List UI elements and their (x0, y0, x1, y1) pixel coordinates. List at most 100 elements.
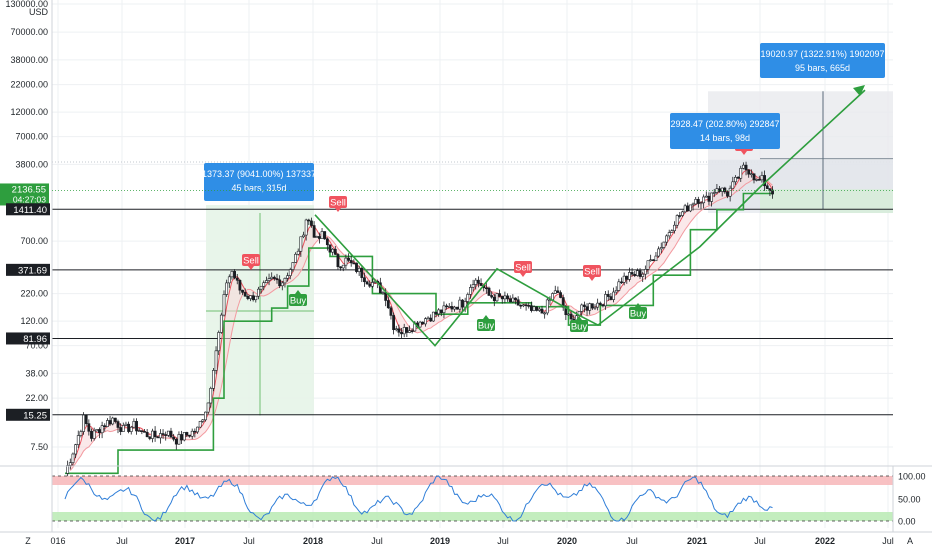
candle-body (188, 434, 191, 437)
price-tag-value: 2136.55 (12, 184, 46, 195)
candle-body (336, 254, 340, 268)
candle-body (352, 262, 356, 265)
candle-body (225, 282, 229, 295)
candle-body (257, 288, 260, 297)
candle-body (217, 332, 221, 352)
rsi-tick-label: 50.00 (898, 495, 921, 505)
buy-signal: Buy (570, 316, 588, 333)
candle-body (582, 304, 586, 307)
candle-body (127, 423, 131, 432)
candle-body (543, 312, 547, 315)
signal-text: Buy (290, 296, 307, 307)
candle-body (349, 260, 353, 264)
signal-text: Buy (571, 322, 588, 333)
signal-badge (570, 320, 588, 332)
sell-signal: Sell (514, 261, 532, 277)
candle-body (479, 283, 483, 286)
candle-body (238, 280, 242, 291)
candle-body (466, 294, 470, 302)
candle-body (673, 224, 676, 232)
y-tick-label: 220.00 (20, 289, 48, 299)
y-tick-label: 130000.00 (5, 0, 48, 9)
candle-body (196, 426, 199, 433)
signal-text: Buy (630, 309, 647, 320)
candle-body (439, 309, 443, 313)
candle-body (90, 431, 93, 439)
candle-body (71, 453, 75, 464)
trend-lines[interactable] (314, 85, 866, 347)
measure-label-bg (204, 163, 314, 201)
candle-body (251, 295, 255, 301)
signal-pointer (635, 303, 641, 307)
candle-body (691, 203, 695, 206)
candle-body (174, 438, 178, 445)
candle-body (461, 299, 464, 308)
y-tick-label: 22.00 (25, 393, 48, 403)
measure-labels: 1373.37 (9041.00%) 137337 45 bars, 315d 29… (202, 43, 885, 201)
candle-body (651, 259, 655, 262)
candle-body (140, 430, 144, 432)
candle-body (506, 295, 509, 300)
horizontal-levels (52, 208, 893, 416)
signal-pointer (248, 266, 254, 270)
candle-body (487, 287, 491, 296)
candle-body (394, 328, 398, 331)
x-tick-label: Jul (882, 536, 894, 546)
candle-body (469, 287, 472, 295)
y-tick-label: 70.00 (25, 341, 48, 351)
candle-body (185, 432, 189, 436)
candle-body (84, 414, 88, 424)
candle-body (598, 302, 602, 305)
candle-body (317, 236, 321, 239)
candle-body (389, 307, 393, 316)
candle-body (458, 299, 462, 310)
candle-body (612, 291, 615, 300)
candle-body (400, 332, 403, 335)
candle-body (421, 321, 425, 325)
candle-body (535, 306, 539, 311)
candle-body (731, 181, 735, 189)
measure-label-line1: 2928.47 (202.80%) 292847 (670, 119, 779, 129)
candle-body (124, 423, 128, 426)
candle-body (649, 259, 653, 262)
candle-body (707, 195, 711, 202)
candle-body (511, 297, 515, 303)
corner-left-label[interactable]: Z (25, 536, 31, 546)
y-tick-label: 7000.00 (15, 132, 48, 142)
candle-body (635, 270, 639, 276)
candle-body (296, 250, 300, 255)
candle-body (585, 306, 589, 311)
price-tag (0, 183, 49, 206)
rsi-panel[interactable] (0, 465, 932, 522)
sell-signal: Sell (583, 265, 601, 281)
candle-body (212, 370, 215, 389)
candle-body (368, 283, 372, 287)
candle-body (299, 236, 303, 252)
candle-body (264, 280, 268, 284)
level-tag (6, 263, 50, 276)
trend-line[interactable] (314, 89, 866, 347)
candle-body (246, 295, 250, 299)
candle-body (204, 411, 207, 421)
candle-body (490, 295, 494, 298)
candle-body (625, 275, 629, 280)
candle-body (153, 430, 157, 438)
candle-body (243, 292, 247, 297)
measure-label-bg (760, 43, 885, 78)
corner-right-label[interactable]: A (907, 536, 913, 546)
x-tick-label: 2022 (815, 536, 835, 546)
signal-badge (329, 196, 347, 208)
candle-body (280, 282, 284, 287)
signal-pointer (335, 208, 341, 212)
candle-body (172, 436, 176, 440)
candle-body (437, 309, 441, 315)
level-tag-value: 1411.40 (13, 205, 47, 216)
candle-body (219, 314, 223, 333)
candle-body (492, 296, 496, 302)
candle-body (100, 425, 104, 434)
candle-body (484, 287, 488, 290)
candle-body (119, 427, 123, 432)
candle-body (235, 277, 239, 281)
